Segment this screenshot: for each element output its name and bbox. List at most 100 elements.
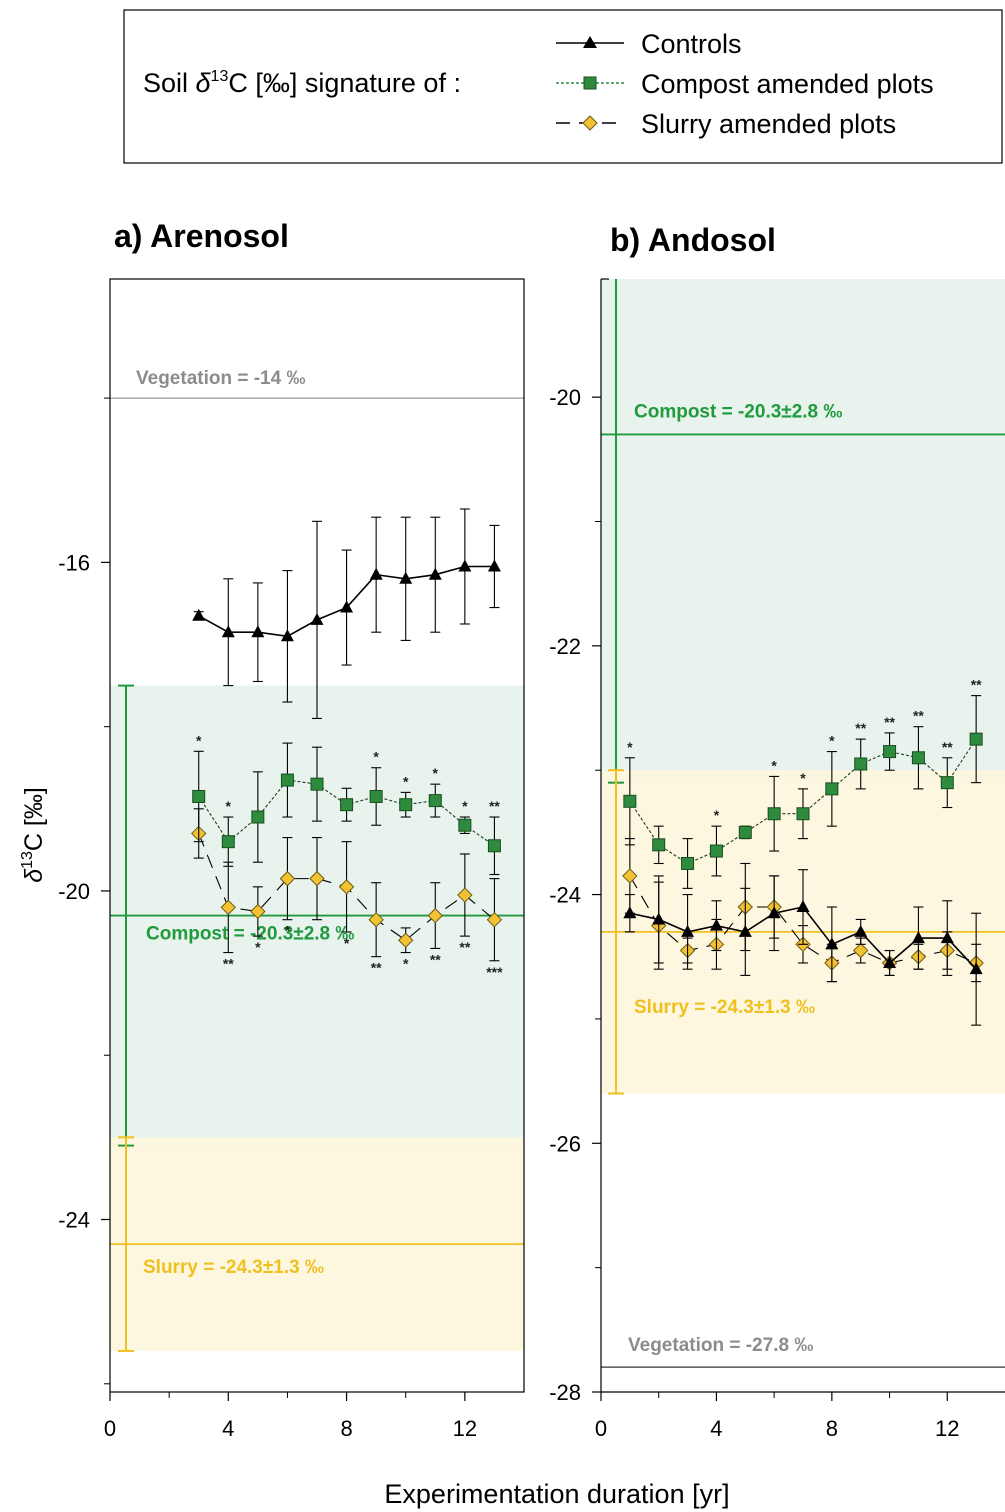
controls-point	[458, 559, 472, 572]
controls-point	[940, 931, 954, 944]
x-tick-label: 8	[340, 1416, 352, 1441]
legend-frame	[123, 9, 1003, 164]
slurry-point	[309, 870, 325, 887]
slurry-reference-label: Slurry = -24.3±1.3 ‰	[143, 1257, 324, 1278]
controls-point	[280, 629, 294, 642]
slurry-significance-label: **	[223, 956, 234, 972]
compost-significance-label: *	[800, 770, 806, 786]
slurry-point	[622, 868, 638, 884]
compost-point	[854, 757, 868, 771]
slurry-point	[279, 870, 296, 887]
compost-point	[340, 798, 354, 812]
legend-heading: Soil δ13C [‰] signature of :	[143, 68, 461, 98]
vegetation-reference-label: Vegetation = -27.8 ‰	[628, 1335, 813, 1356]
compost-significance-label: *	[627, 739, 633, 755]
compost-significance-label: *	[373, 749, 379, 765]
controls-point	[221, 625, 235, 638]
controls-point	[428, 567, 442, 580]
legend-item-slurry: Slurry amended plots	[556, 109, 896, 139]
compost-point	[310, 777, 324, 791]
compost-significance-label: *	[714, 807, 720, 823]
compost-significance-label: *	[433, 765, 439, 781]
compost-significance-label: **	[884, 714, 895, 730]
slurry-significance-label: *	[285, 923, 291, 939]
controls-point	[854, 924, 868, 937]
controls-point	[681, 924, 695, 937]
y-tick-label: -24	[58, 1208, 90, 1233]
controls-point	[911, 931, 925, 944]
compost-significance-label: **	[489, 798, 500, 814]
compost-significance-label: **	[913, 708, 924, 724]
slurry-point	[427, 907, 443, 924]
compost-reference-label: Compost = -20.3±2.8 ‰	[146, 924, 354, 945]
compost-point	[883, 745, 897, 759]
compost-significance-label: **	[942, 739, 953, 755]
compost-point	[428, 794, 442, 808]
controls-point	[652, 912, 666, 925]
panel-a-data: ******* * ************* **	[191, 508, 503, 980]
legend-controls-marker	[583, 36, 597, 48]
x-tick-label: 0	[104, 1416, 116, 1441]
controls-point	[310, 612, 324, 625]
slurry-point	[398, 932, 414, 948]
panel-a-title: a) Arenosol	[114, 218, 289, 254]
compost-significance-label: *	[829, 733, 835, 749]
slurry-point	[457, 887, 473, 903]
controls-point	[709, 918, 723, 931]
panel-b-axes: -20 -22 -24 -26 -28 0 4 8 12	[549, 278, 1005, 1441]
series-compost: ******* ** ******	[623, 677, 983, 889]
compost-point	[709, 844, 723, 858]
x-tick-label: 12	[935, 1416, 959, 1441]
compost-point	[767, 807, 781, 821]
panel-arenosol: Vegetation = -14 ‰ Compost = -20.3±2.8 ‰ S…	[58, 278, 525, 1441]
y-tick-label: -20	[549, 385, 581, 410]
slurry-significance-label: **	[371, 960, 382, 976]
controls-point	[825, 937, 839, 950]
x-axis-label: Experimentation duration [yr]	[384, 1479, 729, 1509]
compost-point	[681, 856, 695, 870]
compost-significance-label: **	[855, 720, 866, 736]
compost-point	[399, 798, 413, 812]
compost-point	[825, 782, 839, 796]
compost-point	[221, 835, 235, 849]
compost-sd-band	[601, 279, 1005, 783]
compost-significance-label: *	[462, 798, 468, 814]
compost-point	[192, 789, 206, 803]
y-tick-label: -16	[58, 550, 90, 575]
slurry-significance-label: *	[255, 939, 261, 955]
compost-point	[251, 810, 265, 824]
series-slurry: ******* * *******	[191, 808, 503, 980]
legend-item-controls: Controls	[556, 29, 742, 59]
x-tick-label: 4	[222, 1416, 234, 1441]
controls-point	[192, 608, 206, 621]
panel-b-data: ******* ** ******	[622, 677, 984, 1026]
controls-point	[796, 900, 810, 913]
compost-point	[738, 825, 752, 839]
legend-item-compost: Compost amended plots	[556, 69, 934, 99]
controls-point	[969, 962, 983, 975]
compost-point	[911, 751, 925, 765]
controls-point	[487, 559, 501, 572]
x-tick-label: 4	[710, 1416, 722, 1441]
controls-point	[399, 571, 413, 584]
legend: Soil δ13C [‰] signature of : Controls Co…	[123, 9, 1003, 164]
legend-slurry-label: Slurry amended plots	[641, 109, 896, 139]
slurry-point	[853, 942, 869, 959]
legend-controls-label: Controls	[641, 29, 742, 59]
controls-point	[767, 906, 781, 919]
slurry-point	[250, 903, 266, 920]
compost-significance-label: *	[196, 732, 202, 748]
x-tick-label: 8	[826, 1416, 838, 1441]
compost-point	[623, 794, 637, 808]
slurry-significance-label: **	[459, 939, 470, 955]
y-axis-label: δ13C [‰]	[19, 787, 48, 883]
controls-point	[340, 600, 354, 613]
controls-point	[738, 924, 752, 937]
slurry-point	[338, 879, 355, 895]
slurry-point	[368, 911, 384, 928]
y-tick-label: -24	[549, 883, 581, 908]
panel-a-axes: -16 -20 -24 0 4 8 12	[58, 278, 525, 1441]
series-controls	[192, 508, 501, 720]
legend-compost-label: Compost amended plots	[641, 69, 934, 99]
